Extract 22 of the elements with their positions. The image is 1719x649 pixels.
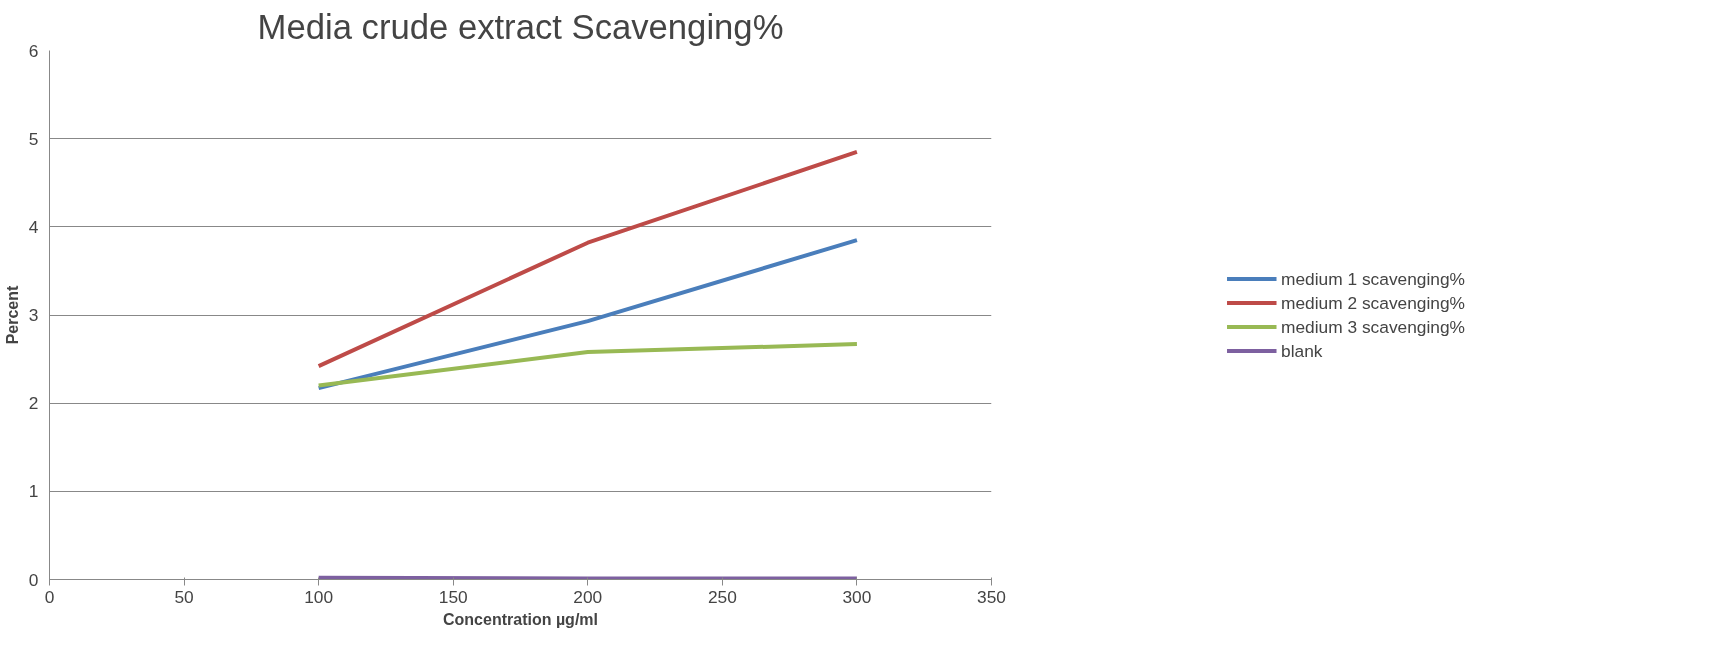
y-axis-title: Percent [3,284,21,345]
y-tick-label: 3 [28,305,39,325]
x-tick-label: 0 [44,586,55,607]
y-tick-label: 6 [28,40,39,61]
y-tick-label: 2 [28,393,39,414]
x-tick-label: 150 [438,586,468,607]
y-tick-label: 0 [28,569,39,590]
legend-label: medium 3 scavenging% [1281,316,1465,337]
chart-title: Media crude extract Scavenging% [257,7,784,46]
y-tick-label: 5 [28,128,39,149]
legend-label: medium 1 scavenging% [1281,268,1465,289]
legend-label: blank [1281,340,1323,361]
legend-label: medium 2 scavenging% [1281,292,1465,313]
x-tick-label: 250 [707,586,737,607]
x-axis-title: Concentration µg/ml [443,610,598,628]
y-tick-label: 4 [28,216,39,237]
x-tick-label: 100 [304,586,334,607]
y-tick-label: 1 [28,481,39,502]
x-tick-label: 50 [174,586,194,607]
x-tick-label: 200 [573,586,603,607]
x-tick-label: 350 [977,586,1006,607]
x-tick-label: 300 [842,586,872,607]
